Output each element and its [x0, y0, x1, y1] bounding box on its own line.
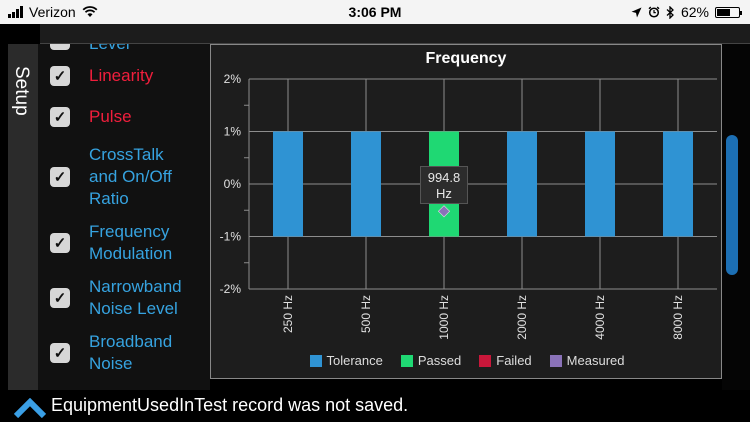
- checkmark-icon[interactable]: ✓: [50, 107, 70, 127]
- setup-tab[interactable]: Setup: [8, 44, 38, 390]
- checkmark-icon[interactable]: ✓: [50, 343, 70, 363]
- legend-item-tolerance[interactable]: Tolerance: [309, 353, 383, 368]
- y-tick-label: 2%: [224, 72, 242, 86]
- chevron-up-icon[interactable]: [14, 398, 46, 418]
- y-tick-label: -2%: [220, 282, 242, 296]
- test-label-broadband-noise: Broadband Noise: [89, 332, 173, 373]
- signal-bars-icon: [8, 6, 23, 18]
- test-item-frequency-modulation[interactable]: ✓ Frequency Modulation: [50, 221, 172, 265]
- clock-time: 3:06 PM: [348, 4, 402, 20]
- x-tick-label: 250 Hz: [281, 295, 295, 333]
- message-bar: [0, 390, 750, 422]
- test-label-linearity: Linearity: [89, 66, 154, 85]
- legend-swatch-tolerance: [309, 354, 322, 367]
- wifi-icon: [82, 6, 98, 17]
- x-tick-label: 500 Hz: [359, 295, 373, 333]
- test-item-narrowband-noise[interactable]: ✓ Narrowband Noise Level: [50, 276, 182, 320]
- battery-percent: 62%: [680, 4, 709, 20]
- y-tick-label: 1%: [224, 125, 242, 139]
- test-item-pulse[interactable]: ✓ Pulse: [50, 106, 132, 128]
- chart-canvas: Frequency 2% 1% 0% -1% -2% 250 Hz 500 Hz 1000 Hz…: [220, 50, 717, 340]
- x-tick-label: 2000 Hz: [515, 295, 529, 340]
- chart-title: Frequency: [426, 50, 507, 67]
- test-label-frequency-modulation: Frequency Modulation: [89, 222, 173, 263]
- checkmark-icon[interactable]: ✓: [50, 288, 70, 308]
- test-item-linearity[interactable]: ✓ Linearity: [50, 65, 153, 87]
- x-tick-label: 1000 Hz: [437, 295, 451, 340]
- test-list[interactable]: Level ✓ Linearity ✓ Pulse ✓ CrossTalk an…: [38, 44, 210, 390]
- test-label-pulse: Pulse: [89, 107, 132, 126]
- frequency-chart[interactable]: Frequency 2% 1% 0% -1% -2% 250 Hz 500 Hz 1000 Hz…: [210, 44, 722, 379]
- test-item-crosstalk[interactable]: ✓ CrossTalk and On/Off Ratio: [50, 144, 172, 210]
- scrollbar-thumb[interactable]: [726, 135, 738, 275]
- tolerance-bar: [585, 131, 615, 237]
- status-left: Verizon: [8, 4, 98, 20]
- tolerance-bar: [663, 131, 693, 237]
- location-arrow-icon: [631, 7, 642, 17]
- carrier-name: Verizon: [29, 4, 76, 20]
- y-tick-label: 0%: [224, 177, 242, 191]
- legend-item-measured[interactable]: Measured: [549, 353, 624, 368]
- legend-swatch-failed: [479, 354, 492, 367]
- partial-test-label: Level: [89, 44, 130, 54]
- status-right: 62%: [631, 4, 742, 20]
- test-item-broadband-noise[interactable]: ✓ Broadband Noise: [50, 331, 172, 375]
- tolerance-bar: [351, 131, 381, 237]
- chart-legend: Tolerance Passed Failed Measured: [211, 353, 723, 368]
- legend-swatch-passed: [400, 354, 413, 367]
- legend-item-failed[interactable]: Failed: [479, 353, 532, 368]
- x-tick-label: 4000 Hz: [593, 295, 607, 340]
- status-bar: Verizon 3:06 PM 62%: [0, 0, 750, 24]
- toolbar-strip: [40, 24, 750, 44]
- measured-marker: [437, 205, 451, 218]
- setup-tab-label: Setup: [11, 66, 32, 116]
- status-message: EquipmentUsedInTest record was not saved…: [51, 395, 409, 415]
- battery-icon: [715, 6, 742, 18]
- tolerance-bar: [273, 131, 303, 237]
- test-label-crosstalk: CrossTalk and On/Off Ratio: [89, 145, 172, 208]
- partial-checkbox: [50, 44, 70, 50]
- tolerance-bar: [507, 131, 537, 237]
- y-tick-label: -1%: [220, 230, 242, 244]
- alarm-clock-icon: [648, 6, 660, 18]
- checkmark-icon[interactable]: ✓: [50, 167, 70, 187]
- checkmark-icon[interactable]: ✓: [50, 233, 70, 253]
- legend-item-passed[interactable]: Passed: [400, 353, 461, 368]
- x-tick-label: 8000 Hz: [671, 295, 685, 340]
- measured-tooltip: 994.8 Hz: [420, 166, 468, 204]
- bluetooth-icon: [666, 5, 674, 19]
- checkmark-icon[interactable]: ✓: [50, 66, 70, 86]
- test-label-narrowband-noise: Narrowband Noise Level: [89, 277, 182, 318]
- legend-swatch-measured: [549, 354, 562, 367]
